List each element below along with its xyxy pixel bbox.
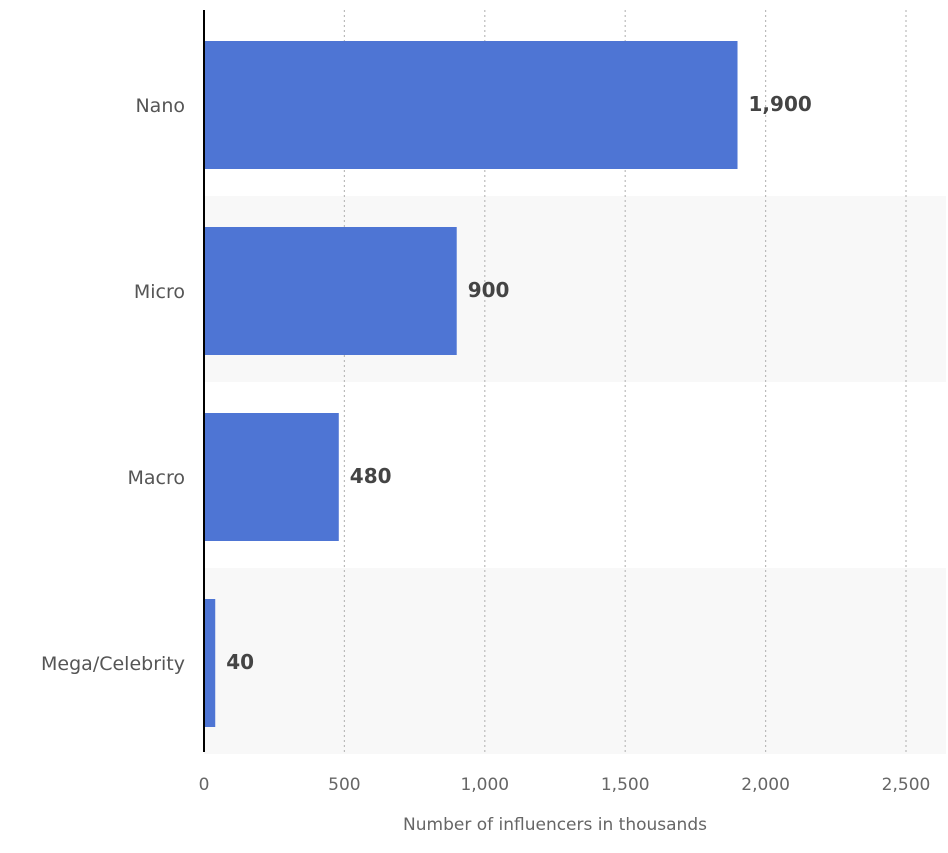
value-labels: 1,900 900 480 40 [226, 92, 812, 674]
x-tick-label: 2,000 [741, 775, 790, 795]
x-tick-label: 0 [199, 775, 210, 795]
category-labels: Nano Micro Macro Mega/Celebrity [41, 95, 185, 675]
value-label: 40 [226, 650, 254, 674]
bar [204, 413, 339, 541]
category-label: Nano [135, 95, 185, 117]
x-tick-label: 1,000 [460, 775, 509, 795]
bars [204, 41, 738, 727]
category-label: Micro [134, 281, 185, 303]
value-label: 900 [468, 278, 510, 302]
x-tick-label: 500 [328, 775, 360, 795]
x-axis-title: Number of influencers in thousands [403, 815, 707, 835]
value-label: 1,900 [749, 92, 812, 116]
category-label: Mega/Celebrity [41, 653, 185, 675]
x-tick-label: 1,500 [601, 775, 650, 795]
gridlines [343, 10, 907, 754]
row-band [204, 568, 946, 754]
category-label: Macro [127, 467, 185, 489]
bar [204, 41, 738, 169]
value-label: 480 [350, 464, 392, 488]
bar [204, 227, 457, 355]
x-tick-label: 2,500 [882, 775, 931, 795]
bar [204, 599, 216, 727]
x-tick-labels: 0 500 1,000 1,500 2,000 2,500 [199, 775, 931, 795]
